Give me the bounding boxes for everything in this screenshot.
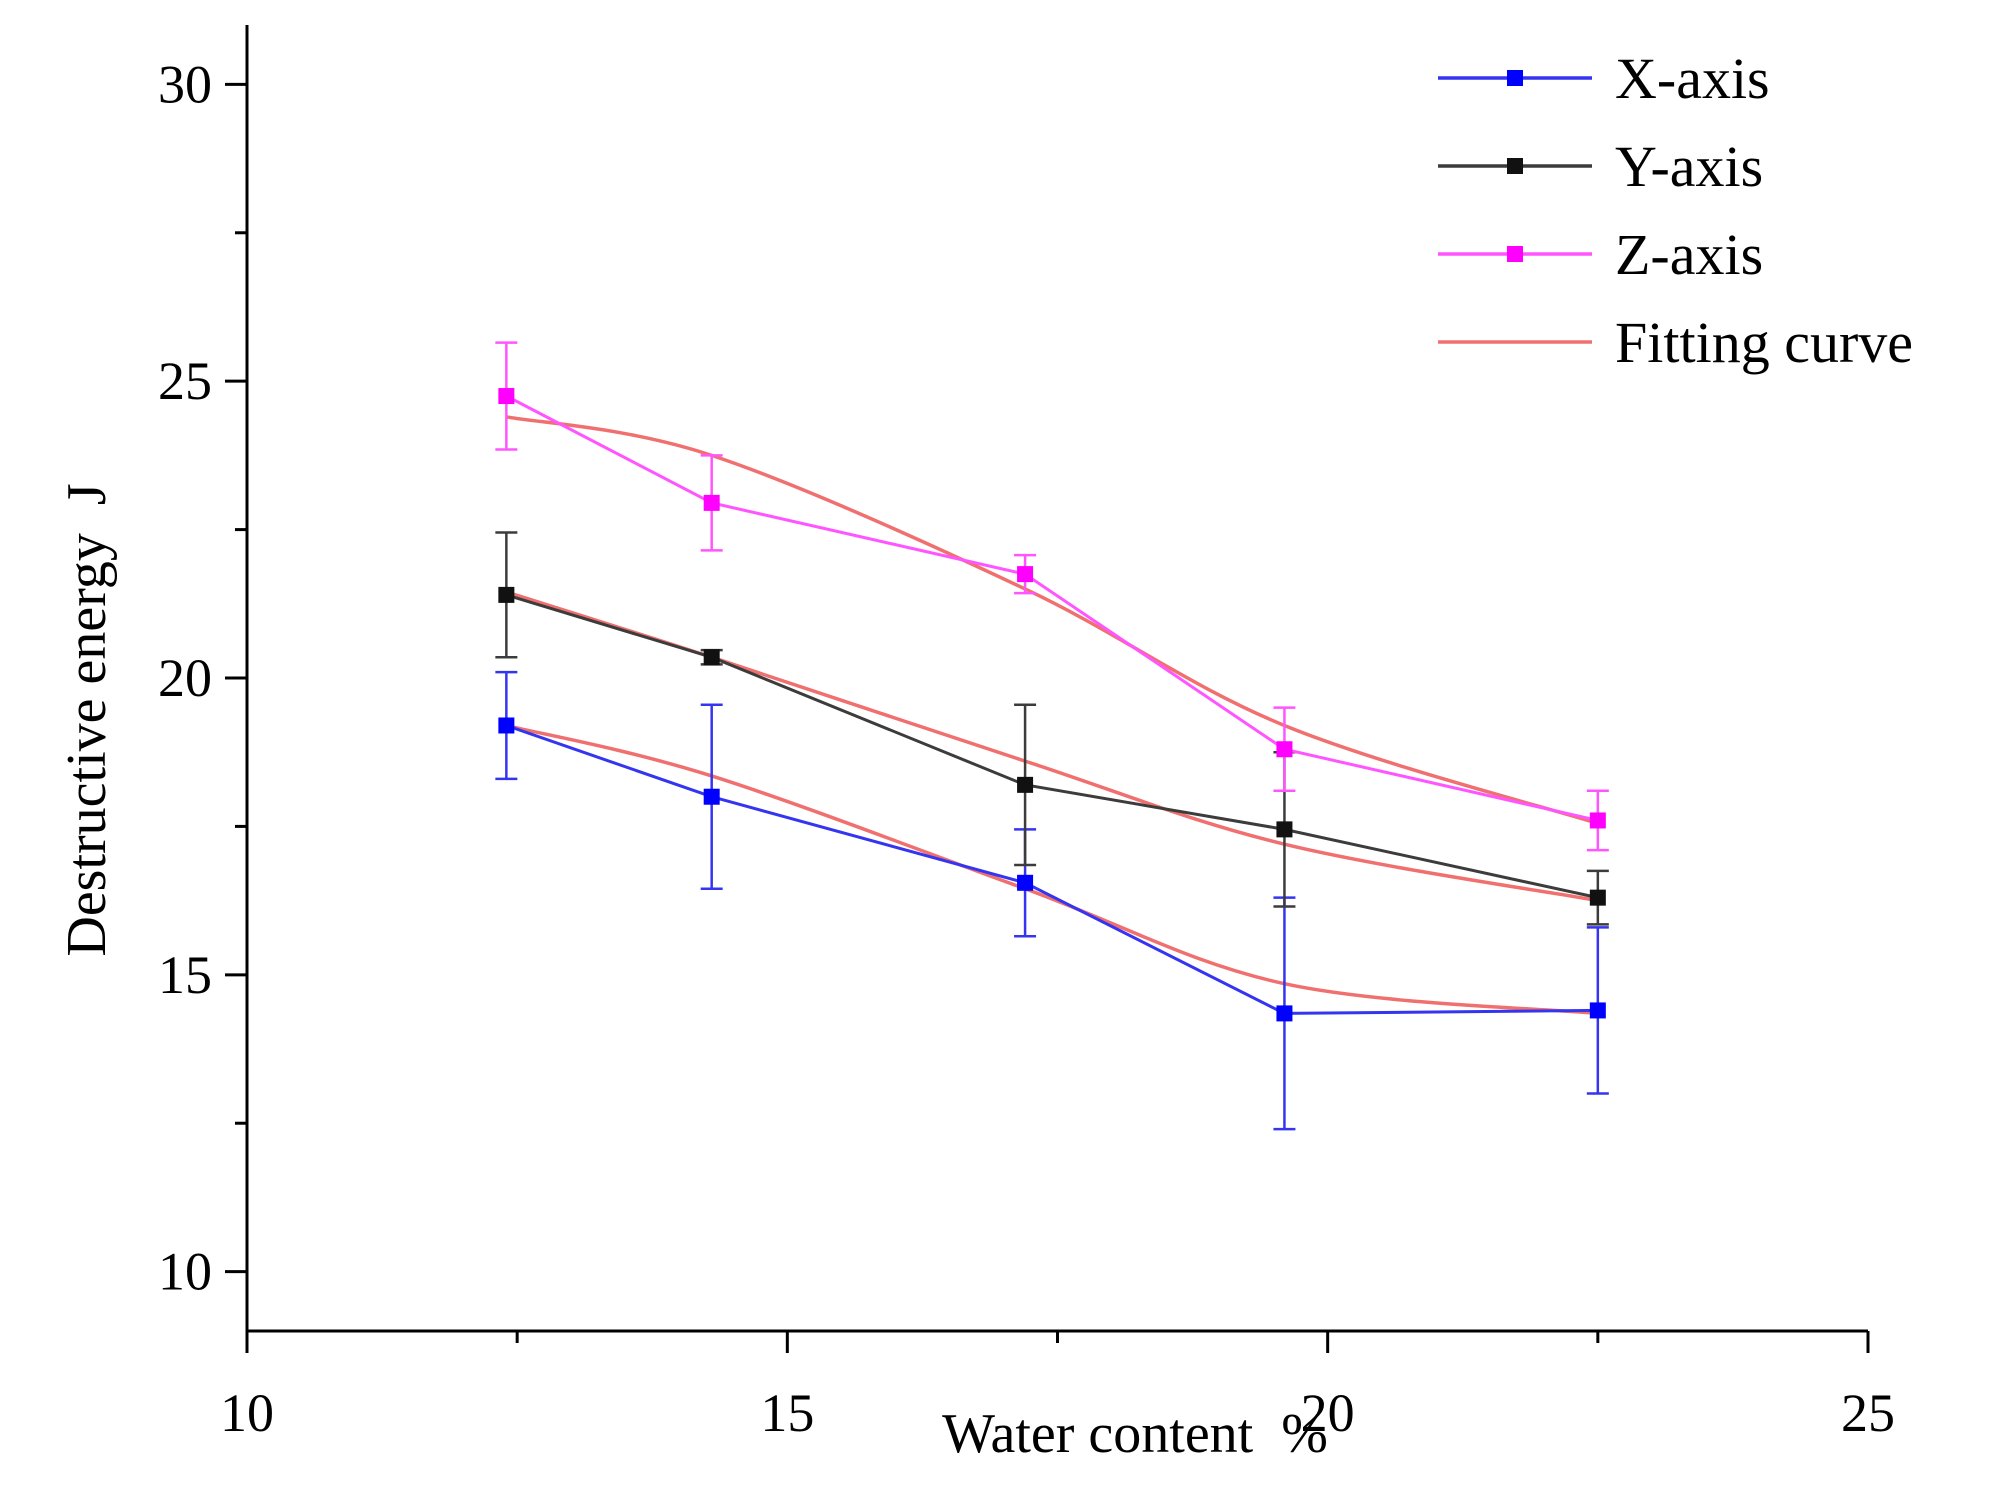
data-point-y-axis xyxy=(498,586,515,603)
legend: X-axis Y-axis Z-axis Fitting curve xyxy=(1438,46,1913,375)
legend-label-x-axis: X-axis xyxy=(1615,46,1770,111)
x-axis-title: Water content % xyxy=(942,1403,1328,1465)
legend-item-y-axis: Y-axis xyxy=(1438,134,1763,199)
data-point-y-axis xyxy=(703,649,720,666)
y-tick-label: 25 xyxy=(158,351,212,411)
data-series xyxy=(495,341,1609,1131)
y-tick-label: 30 xyxy=(158,54,212,114)
data-point-z-axis xyxy=(703,494,720,511)
y-axis-title: Destructive energy J xyxy=(56,483,118,956)
fitting-curve-2 xyxy=(505,590,1599,903)
fitting-curves xyxy=(505,415,1599,1016)
data-point-z-axis xyxy=(1276,741,1293,758)
data-point-z-axis xyxy=(1589,812,1606,829)
legend-label-fitting-curve: Fitting curve xyxy=(1615,310,1913,375)
x-tick-label: 10 xyxy=(220,1383,274,1443)
x-tick-label: 20 xyxy=(1301,1383,1355,1443)
data-point-y-axis xyxy=(1276,821,1293,838)
data-point-y-axis xyxy=(1589,889,1606,906)
series-line-z-axis xyxy=(505,394,1599,822)
data-point-z-axis xyxy=(498,388,515,405)
legend-marker-z-axis xyxy=(1507,246,1523,262)
legend-marker-x-axis xyxy=(1507,70,1523,86)
legend-label-z-axis: Z-axis xyxy=(1615,222,1763,287)
axes: 10 15 20 25 10 15 20 25 30 xyxy=(158,25,1895,1443)
data-point-y-axis xyxy=(1017,776,1034,793)
x-tick-label: 15 xyxy=(760,1383,814,1443)
y-tick-label: 20 xyxy=(158,648,212,708)
legend-item-z-axis: Z-axis xyxy=(1438,222,1763,287)
legend-label-y-axis: Y-axis xyxy=(1615,134,1763,199)
y-tick-label: 10 xyxy=(158,1242,212,1302)
legend-marker-y-axis xyxy=(1507,158,1523,174)
y-tick-label: 15 xyxy=(158,945,212,1005)
data-point-x-axis xyxy=(1276,1005,1293,1022)
x-tick-label: 25 xyxy=(1841,1383,1895,1443)
data-point-x-axis xyxy=(1589,1002,1606,1019)
data-point-x-axis xyxy=(703,788,720,805)
legend-item-x-axis: X-axis xyxy=(1438,46,1770,111)
series-line-y-axis xyxy=(505,593,1599,900)
data-point-x-axis xyxy=(1017,874,1034,891)
data-point-x-axis xyxy=(498,717,515,734)
legend-item-fitting-curve: Fitting curve xyxy=(1438,310,1913,375)
data-point-z-axis xyxy=(1017,566,1034,583)
